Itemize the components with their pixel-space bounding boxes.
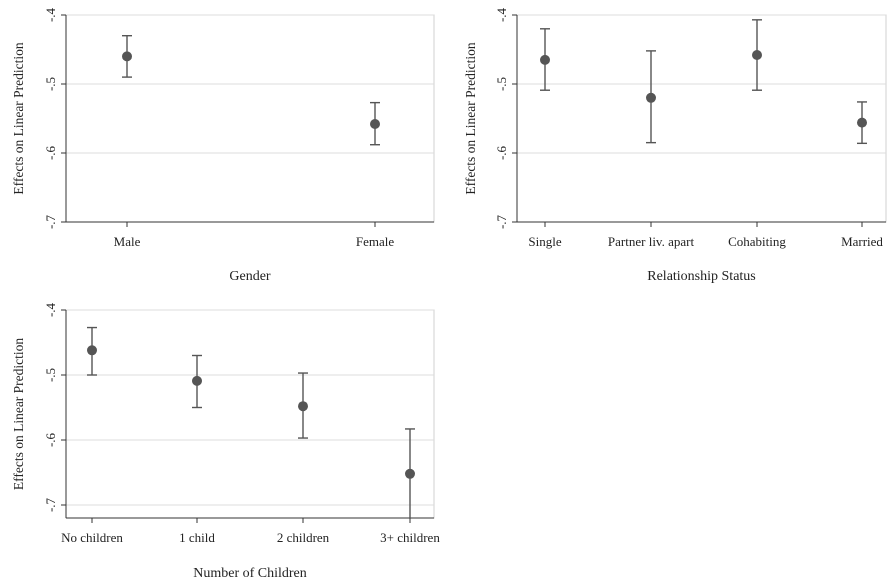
x-tick-label: Married: [841, 234, 883, 249]
data-point: [752, 50, 762, 61]
y-axis-title: Effects on Linear Prediction: [11, 338, 26, 491]
y-tick-label: -.4: [43, 302, 58, 317]
x-axis-title: Relationship Status: [647, 269, 756, 284]
gender-panel: -.4 -.5 -.6 -.7 Male Female Gender Effects on L…: [11, 7, 435, 284]
x-tick-label: 1 child: [179, 530, 215, 545]
x-tick-label: Female: [356, 234, 394, 249]
x-tick-label: Single: [528, 234, 561, 249]
x-axis-title: Number of Children: [193, 566, 307, 581]
data-point: [405, 468, 415, 479]
x-tick-label: No children: [61, 530, 123, 545]
x-tick-label: 3+ children: [380, 530, 440, 545]
y-tick-label: -.5: [494, 77, 509, 91]
y-tick-label: -.6: [43, 432, 58, 447]
x-tick-label: Cohabiting: [728, 234, 786, 249]
data-point: [370, 119, 380, 130]
y-axis-title: Effects on Linear Prediction: [11, 42, 26, 195]
y-axis-title: Effects on Linear Prediction: [463, 42, 478, 195]
y-tick-label: -.6: [43, 145, 58, 160]
number-of-children-panel: -.4 -.5 -.6 -.7 No children 1 child 2 children…: [11, 302, 440, 581]
y-tick-label: -.7: [43, 214, 58, 229]
x-axis-title: Gender: [229, 269, 271, 284]
plot-frame: [65, 309, 435, 519]
data-point: [646, 92, 656, 103]
x-tick-label: Partner liv. apart: [608, 234, 695, 249]
data-point: [87, 345, 97, 356]
y-tick-label: -.4: [494, 7, 509, 22]
data-point: [192, 375, 202, 386]
data-point: [857, 117, 867, 128]
data-point: [298, 401, 308, 412]
y-tick-label: -.5: [43, 368, 58, 382]
y-tick-label: -.7: [494, 214, 509, 229]
y-tick-label: -.6: [494, 145, 509, 160]
y-tick-label: -.7: [43, 497, 58, 512]
data-point: [540, 54, 550, 65]
x-tick-label: 2 children: [277, 530, 330, 545]
x-tick-label: Male: [114, 234, 141, 249]
relationship-status-panel: -.4 -.5 -.6 -.7 Single Partner liv. apart Coha…: [463, 7, 887, 284]
plot-frame: [65, 14, 435, 223]
y-tick-label: -.4: [43, 7, 58, 22]
y-tick-label: -.5: [43, 77, 58, 91]
data-point: [122, 51, 132, 62]
plot-frame: [516, 14, 887, 223]
